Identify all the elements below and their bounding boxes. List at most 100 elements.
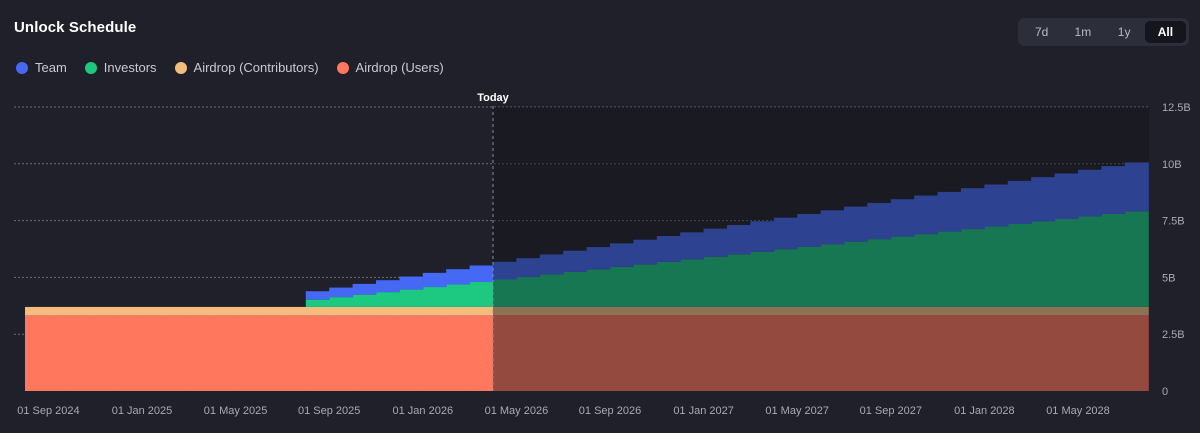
- area-team-step: [914, 195, 939, 235]
- area-airdrop-users-step: [727, 315, 751, 391]
- area-team-step: [586, 247, 611, 270]
- chart-title: Unlock Schedule: [14, 19, 137, 36]
- area-airdrop-contributors-step: [305, 306, 330, 316]
- area-team-step: [1007, 180, 1032, 225]
- area-airdrop-contributors-step: [914, 306, 939, 316]
- area-airdrop-contributors-step: [48, 306, 73, 316]
- y-tick-label: 12.5B: [1162, 102, 1191, 114]
- area-airdrop-users-step: [259, 315, 283, 391]
- area-airdrop-contributors-step: [820, 306, 845, 316]
- chart-legend: Team Investors Airdrop (Contributors) Ai…: [16, 60, 462, 75]
- area-airdrop-contributors-step: [563, 306, 588, 316]
- area-airdrop-contributors-step: [1078, 306, 1102, 316]
- legend-item-airdrop-contributors[interactable]: Airdrop (Contributors): [174, 60, 319, 75]
- area-airdrop-users-step: [446, 315, 471, 391]
- legend-dot-airdrop-contributors: [174, 61, 187, 74]
- area-investors-step: [446, 284, 471, 307]
- area-team-step: [329, 287, 354, 298]
- legend-label-airdrop-contributors: Airdrop (Contributors): [193, 60, 319, 75]
- legend-dot-team: [16, 61, 28, 74]
- area-airdrop-users-step: [165, 315, 190, 391]
- area-airdrop-contributors-step: [95, 306, 120, 316]
- area-investors-step: [1101, 213, 1126, 307]
- area-airdrop-users-step: [71, 315, 96, 391]
- area-team-step: [680, 232, 705, 260]
- range-7d-button[interactable]: 7d: [1034, 25, 1049, 39]
- area-airdrop-users-step: [1101, 315, 1126, 391]
- area-airdrop-contributors-step: [376, 306, 400, 316]
- area-airdrop-contributors-step: [516, 306, 541, 316]
- range-all-button[interactable]: All: [1144, 21, 1186, 43]
- y-tick-label: 5B: [1162, 272, 1175, 284]
- area-team-step: [797, 213, 822, 247]
- x-tick-label: 01 May 2028: [1046, 405, 1110, 417]
- range-1y-button[interactable]: 1y: [1117, 25, 1131, 39]
- area-team-step: [867, 202, 892, 240]
- area-airdrop-users-step: [633, 315, 658, 391]
- area-investors-step: [610, 266, 634, 307]
- area-investors-step: [1124, 211, 1149, 307]
- area-investors-step: [493, 279, 517, 307]
- x-tick-label: 01 Jan 2025: [112, 405, 173, 417]
- area-airdrop-contributors-step: [750, 306, 775, 316]
- area-airdrop-contributors-step: [773, 306, 798, 316]
- area-airdrop-contributors-step: [610, 306, 634, 316]
- area-team-step: [493, 261, 517, 280]
- range-1m-button[interactable]: 1m: [1074, 25, 1092, 39]
- legend-label-team: Team: [35, 60, 67, 75]
- legend-item-airdrop-users[interactable]: Airdrop (Users): [336, 60, 444, 75]
- area-team-step: [844, 206, 868, 242]
- area-airdrop-users-step: [516, 315, 541, 391]
- area-airdrop-contributors-step: [937, 306, 962, 316]
- area-team-step: [1124, 162, 1149, 212]
- area-investors-step: [867, 239, 892, 307]
- area-investors-step: [516, 276, 541, 307]
- area-team-step: [1101, 166, 1126, 214]
- area-airdrop-contributors-step: [1124, 306, 1149, 316]
- area-investors-step: [750, 251, 775, 307]
- area-airdrop-contributors-step: [633, 306, 658, 316]
- area-investors-step: [914, 234, 939, 307]
- area-investors-step: [961, 229, 985, 307]
- area-team-step: [984, 184, 1009, 227]
- area-investors-step: [422, 287, 447, 307]
- area-airdrop-users-step: [680, 315, 705, 391]
- x-tick-label: 01 May 2025: [204, 405, 268, 417]
- area-team-step: [703, 228, 728, 257]
- x-tick-label: 01 May 2026: [485, 405, 549, 417]
- area-airdrop-contributors-step: [142, 306, 166, 316]
- area-airdrop-users-step: [188, 315, 213, 391]
- area-airdrop-contributors-step: [539, 306, 564, 316]
- legend-label-airdrop-users: Airdrop (Users): [355, 60, 444, 75]
- area-airdrop-contributors-step: [71, 306, 96, 316]
- area-team-step: [563, 250, 588, 272]
- area-team-step: [1054, 173, 1079, 219]
- area-airdrop-users-step: [1007, 315, 1032, 391]
- area-airdrop-contributors-step: [422, 306, 447, 316]
- area-airdrop-users-step: [820, 315, 845, 391]
- area-team-step: [1031, 177, 1056, 222]
- area-airdrop-users-step: [937, 315, 962, 391]
- area-airdrop-contributors-step: [235, 306, 260, 316]
- x-tick-label: 01 Sep 2026: [579, 405, 641, 417]
- area-investors-step: [352, 294, 377, 307]
- area-team-step: [773, 217, 798, 250]
- area-team-step: [469, 265, 494, 283]
- area-airdrop-users-step: [48, 315, 73, 391]
- legend-item-investors[interactable]: Investors: [84, 60, 157, 75]
- area-airdrop-users-step: [610, 315, 634, 391]
- area-investors-step: [937, 231, 962, 307]
- legend-item-team[interactable]: Team: [16, 60, 67, 75]
- area-airdrop-users-step: [305, 315, 330, 391]
- area-airdrop-users-step: [750, 315, 775, 391]
- area-team-step: [656, 236, 681, 262]
- area-team-step: [539, 254, 564, 275]
- y-tick-label: 10B: [1162, 159, 1182, 171]
- area-airdrop-contributors-step: [446, 306, 471, 316]
- legend-label-investors: Investors: [103, 60, 157, 75]
- y-tick-label: 2.5B: [1162, 329, 1185, 341]
- area-airdrop-contributors-step: [352, 306, 377, 316]
- legend-dot-investors: [84, 61, 97, 74]
- area-airdrop-contributors-step: [212, 306, 237, 316]
- area-airdrop-users-step: [282, 315, 307, 391]
